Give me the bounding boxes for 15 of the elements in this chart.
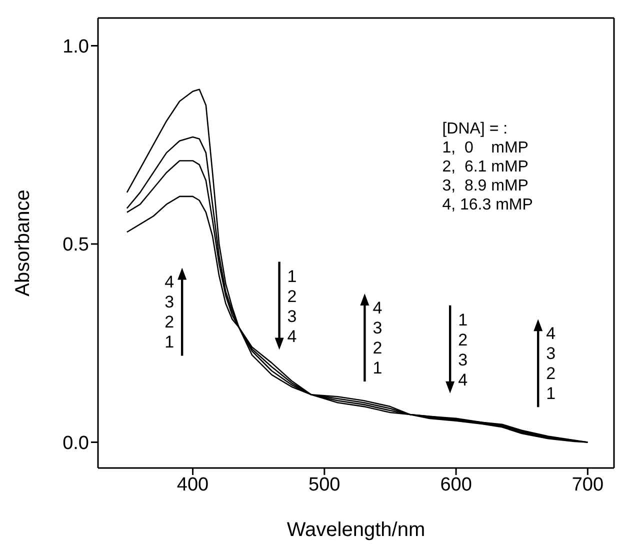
y-tick-label: 0.0 xyxy=(62,432,89,454)
y-tick-label: 0.5 xyxy=(62,234,89,256)
annotation: 4 3 2 1 xyxy=(164,272,174,352)
y-axis-title: Absorbance xyxy=(12,190,34,296)
annotation: [DNA] = : 1, 0 mMP 2, 6.1 mMP 3, 8.9 mMP 4, 16.3 mMP xyxy=(442,120,533,214)
x-tick-label: 600 xyxy=(440,474,472,496)
annotation: 4 3 2 1 xyxy=(546,324,556,404)
annotation: 1 2 3 4 xyxy=(458,310,468,390)
x-tick-label: 500 xyxy=(308,474,340,496)
y-tick-label: 1.0 xyxy=(62,36,89,58)
annotation: 1 2 3 4 xyxy=(287,266,297,346)
x-axis-title: Wavelength/nm xyxy=(286,519,426,541)
x-tick-label: 400 xyxy=(176,474,209,496)
annotation: 4 3 2 1 xyxy=(372,298,382,378)
x-tick-label: 700 xyxy=(572,474,604,496)
